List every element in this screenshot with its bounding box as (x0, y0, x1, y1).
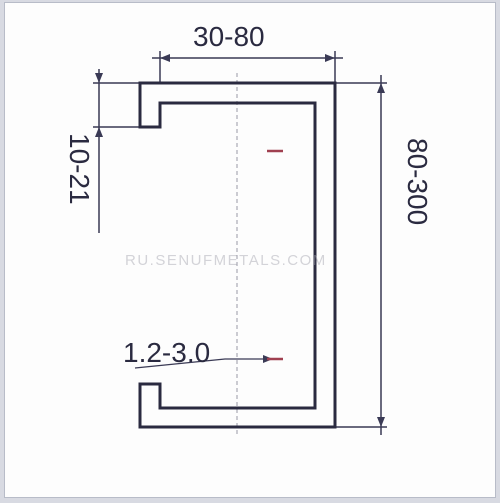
label-web-height: 80-300 (401, 138, 433, 225)
label-lip-height: 10-21 (63, 133, 95, 205)
watermark-text: RU.SENUFMETALS.COM (125, 252, 327, 269)
label-thickness: 1.2-3.0 (123, 337, 210, 369)
dim-lip-height (93, 69, 140, 233)
label-top-width: 30-80 (193, 21, 265, 53)
dim-top-width (152, 51, 343, 83)
diagram-panel: 30-80 10-21 80-300 1.2-3.0 RU.SENUFMETAL… (4, 2, 496, 498)
dim-web-height (335, 75, 387, 435)
